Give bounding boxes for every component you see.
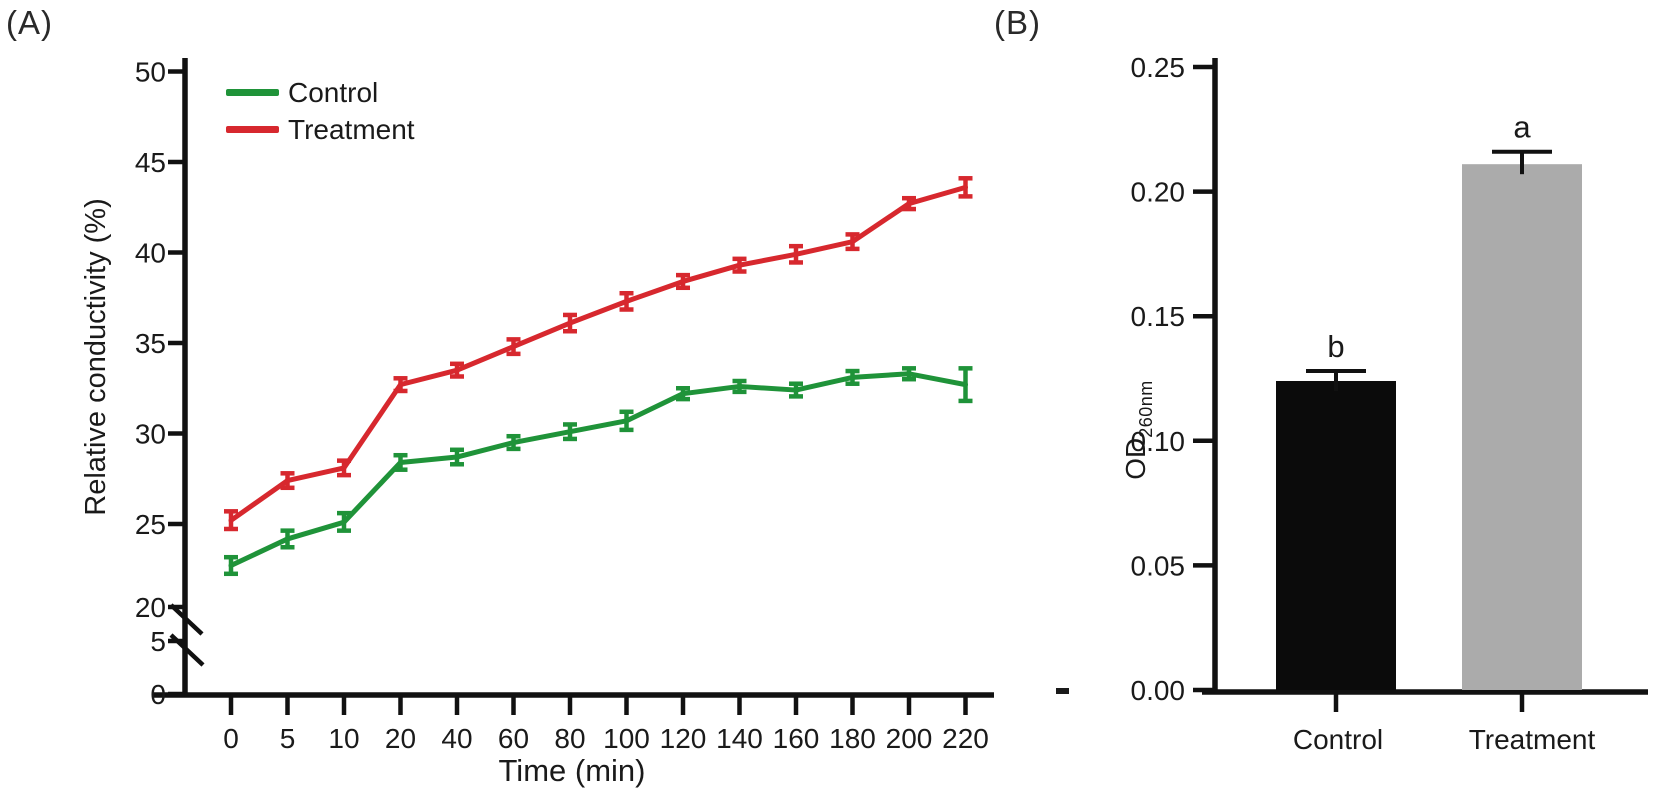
panel-a-x-tick-label: 200: [886, 723, 933, 754]
bar-label-control: Control: [1293, 724, 1383, 755]
panel-a-x-tick-label: 5: [280, 723, 296, 754]
panel-b-y-tick-label: 0.25: [1131, 52, 1186, 83]
panel-a-letter: (A): [6, 4, 53, 41]
panel-a-y-tick-label: 30: [135, 419, 166, 450]
legend-label-control: Control: [288, 76, 379, 108]
panel-b-y-tick-label: 0.15: [1131, 301, 1186, 332]
panel-a-x-tick-label: 20: [385, 723, 416, 754]
panel-b-letter: (B): [994, 4, 1041, 41]
bar-label-treatment: Treatment: [1469, 724, 1596, 755]
panel-a-y-tick-label: 35: [135, 328, 166, 359]
panel-a-x-tick-label: 160: [773, 723, 820, 754]
panel-a-y-axis-title: Relative conductivity (%): [80, 198, 112, 516]
legend-label-treatment: Treatment: [288, 113, 415, 145]
panel-a-y-tick-label: 5: [150, 626, 166, 657]
panel-a-x-tick-label: 10: [328, 723, 359, 754]
panel-a-y-tick-label: 40: [135, 238, 166, 269]
legend-item-treatment: Treatment: [226, 111, 415, 148]
panel-b-y-tick-label: 0.20: [1131, 177, 1186, 208]
treatment-bar: [1462, 164, 1582, 691]
panel-a-x-tick-label: 0: [223, 723, 239, 754]
axis-break-slash: [169, 633, 205, 667]
control-series-line: [228, 371, 968, 568]
legend-item-control: Control: [226, 74, 415, 111]
legend: Control Treatment: [226, 74, 415, 148]
treatment-line-swatch: [226, 126, 279, 133]
panel-a-x-tick-label: 100: [603, 723, 650, 754]
control-line-swatch: [226, 89, 279, 96]
od-label-main: OD: [1120, 437, 1151, 480]
panel-b-y-tick-label: 0.05: [1131, 550, 1186, 581]
panel-a-x-tick-label: 220: [942, 723, 989, 754]
panel-a-y-tick-label: 20: [135, 592, 166, 623]
sig-letter-a: a: [1513, 110, 1531, 145]
panel-a-y-tick-label: 45: [135, 147, 166, 178]
panel-b-y-tick-label: 0.00: [1131, 675, 1186, 706]
panel-a-y-tick-label: 25: [135, 509, 166, 540]
panel-a-y-tick-label: 50: [135, 57, 166, 88]
panel-a-x-tick-label: 80: [554, 723, 585, 754]
panel-a-x-axis-title: Time (min): [498, 753, 646, 788]
sig-letter-b: b: [1327, 329, 1344, 364]
treatment-series-line: [228, 184, 968, 523]
panel-a-x-tick-label: 120: [660, 723, 707, 754]
panel-b-y-tick-label: 0.10: [1131, 426, 1186, 457]
panel-a-x-tick-label: 40: [441, 723, 472, 754]
axis-break-slash: [169, 603, 204, 636]
panel-a-x-tick-label: 140: [716, 723, 763, 754]
panel-a-y-tick-label: 0: [150, 679, 166, 710]
panel-a-x-tick-label: 180: [829, 723, 876, 754]
panel-a-x-tick-label: 60: [498, 723, 529, 754]
od-label-subscript: 260nm: [1136, 380, 1156, 438]
panel-b-y-axis-title: OD260nm: [1118, 320, 1156, 540]
control-bar: [1276, 380, 1396, 690]
